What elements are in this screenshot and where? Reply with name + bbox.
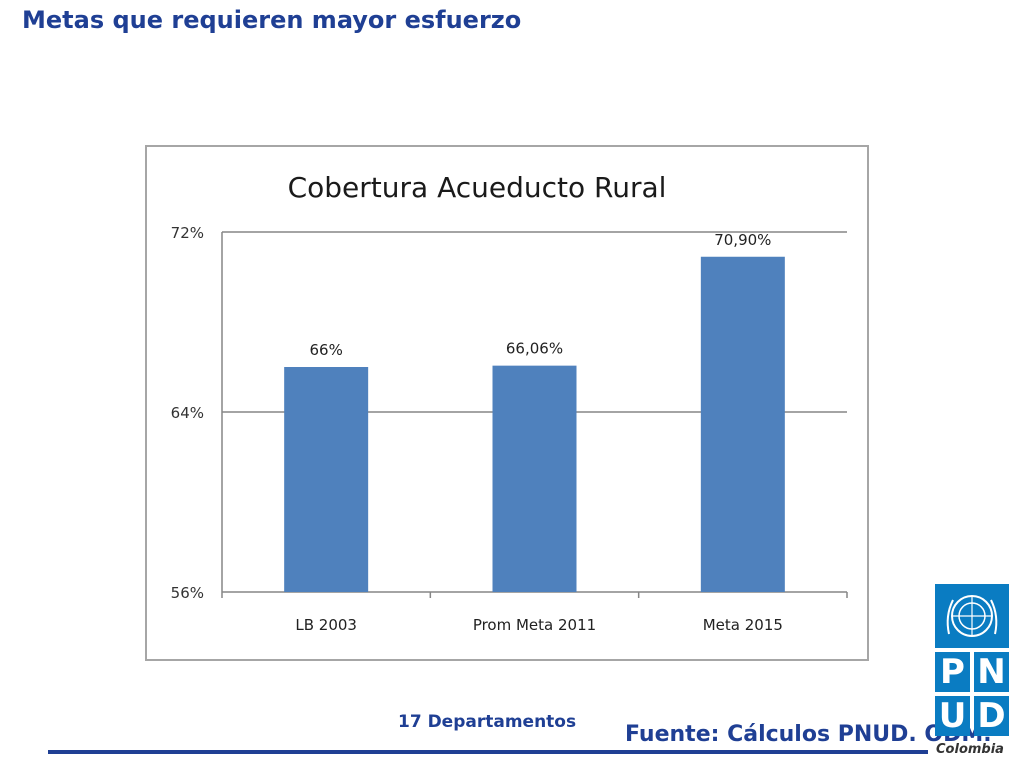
bar [492,365,577,592]
chart-title: Cobertura Acueducto Rural [288,171,667,204]
logo-letter-d: D [977,696,1006,736]
footer-rule [48,750,928,754]
bar [700,256,785,592]
x-tick-label: LB 2003 [295,616,357,634]
un-emblem-icon [946,595,998,637]
logo-country-word: Colombia [936,742,1004,757]
logo-letter-block-d: D [974,696,1009,736]
un-emblem-block [935,584,1009,648]
x-tick-label: Prom Meta 2011 [473,616,596,634]
logo-letter-u: U [938,696,967,736]
bar [284,367,369,592]
bar-chart: Cobertura Acueducto Rural 66% 66,06% 70,90… [171,171,848,634]
data-label: 66,06% [506,340,563,358]
source-note: Fuente: Cálculos PNUD. ODM. [625,722,992,747]
data-label: 66% [309,341,342,359]
x-tick-label: Meta 2015 [703,616,783,634]
logo-letter-block-n: N [974,652,1009,692]
y-tick-label: 64% [171,404,204,422]
y-tick-label: 56% [171,584,204,602]
logo-letter-block-u: U [935,696,970,736]
data-label: 70,90% [714,231,771,249]
logo-letter-n: N [977,652,1006,692]
y-tick-label: 72% [171,224,204,242]
logo-letter-block-p: P [935,652,970,692]
slide-title: Metas que requieren mayor esfuerzo [22,6,522,34]
data-labels: 66% 66,06% 70,90% [309,231,771,359]
bars [284,256,785,592]
logo-letter-p: P [940,652,965,692]
axes: 56% 64% 72% LB 2003 Prom Meta 2011 Meta 2015 [171,224,848,634]
pnud-logo: P N U D Colombia [935,584,1009,760]
footnote: 17 Departamentos [398,712,577,732]
chart-frame: Cobertura Acueducto Rural 66% 66,06% 70,90… [145,145,869,661]
